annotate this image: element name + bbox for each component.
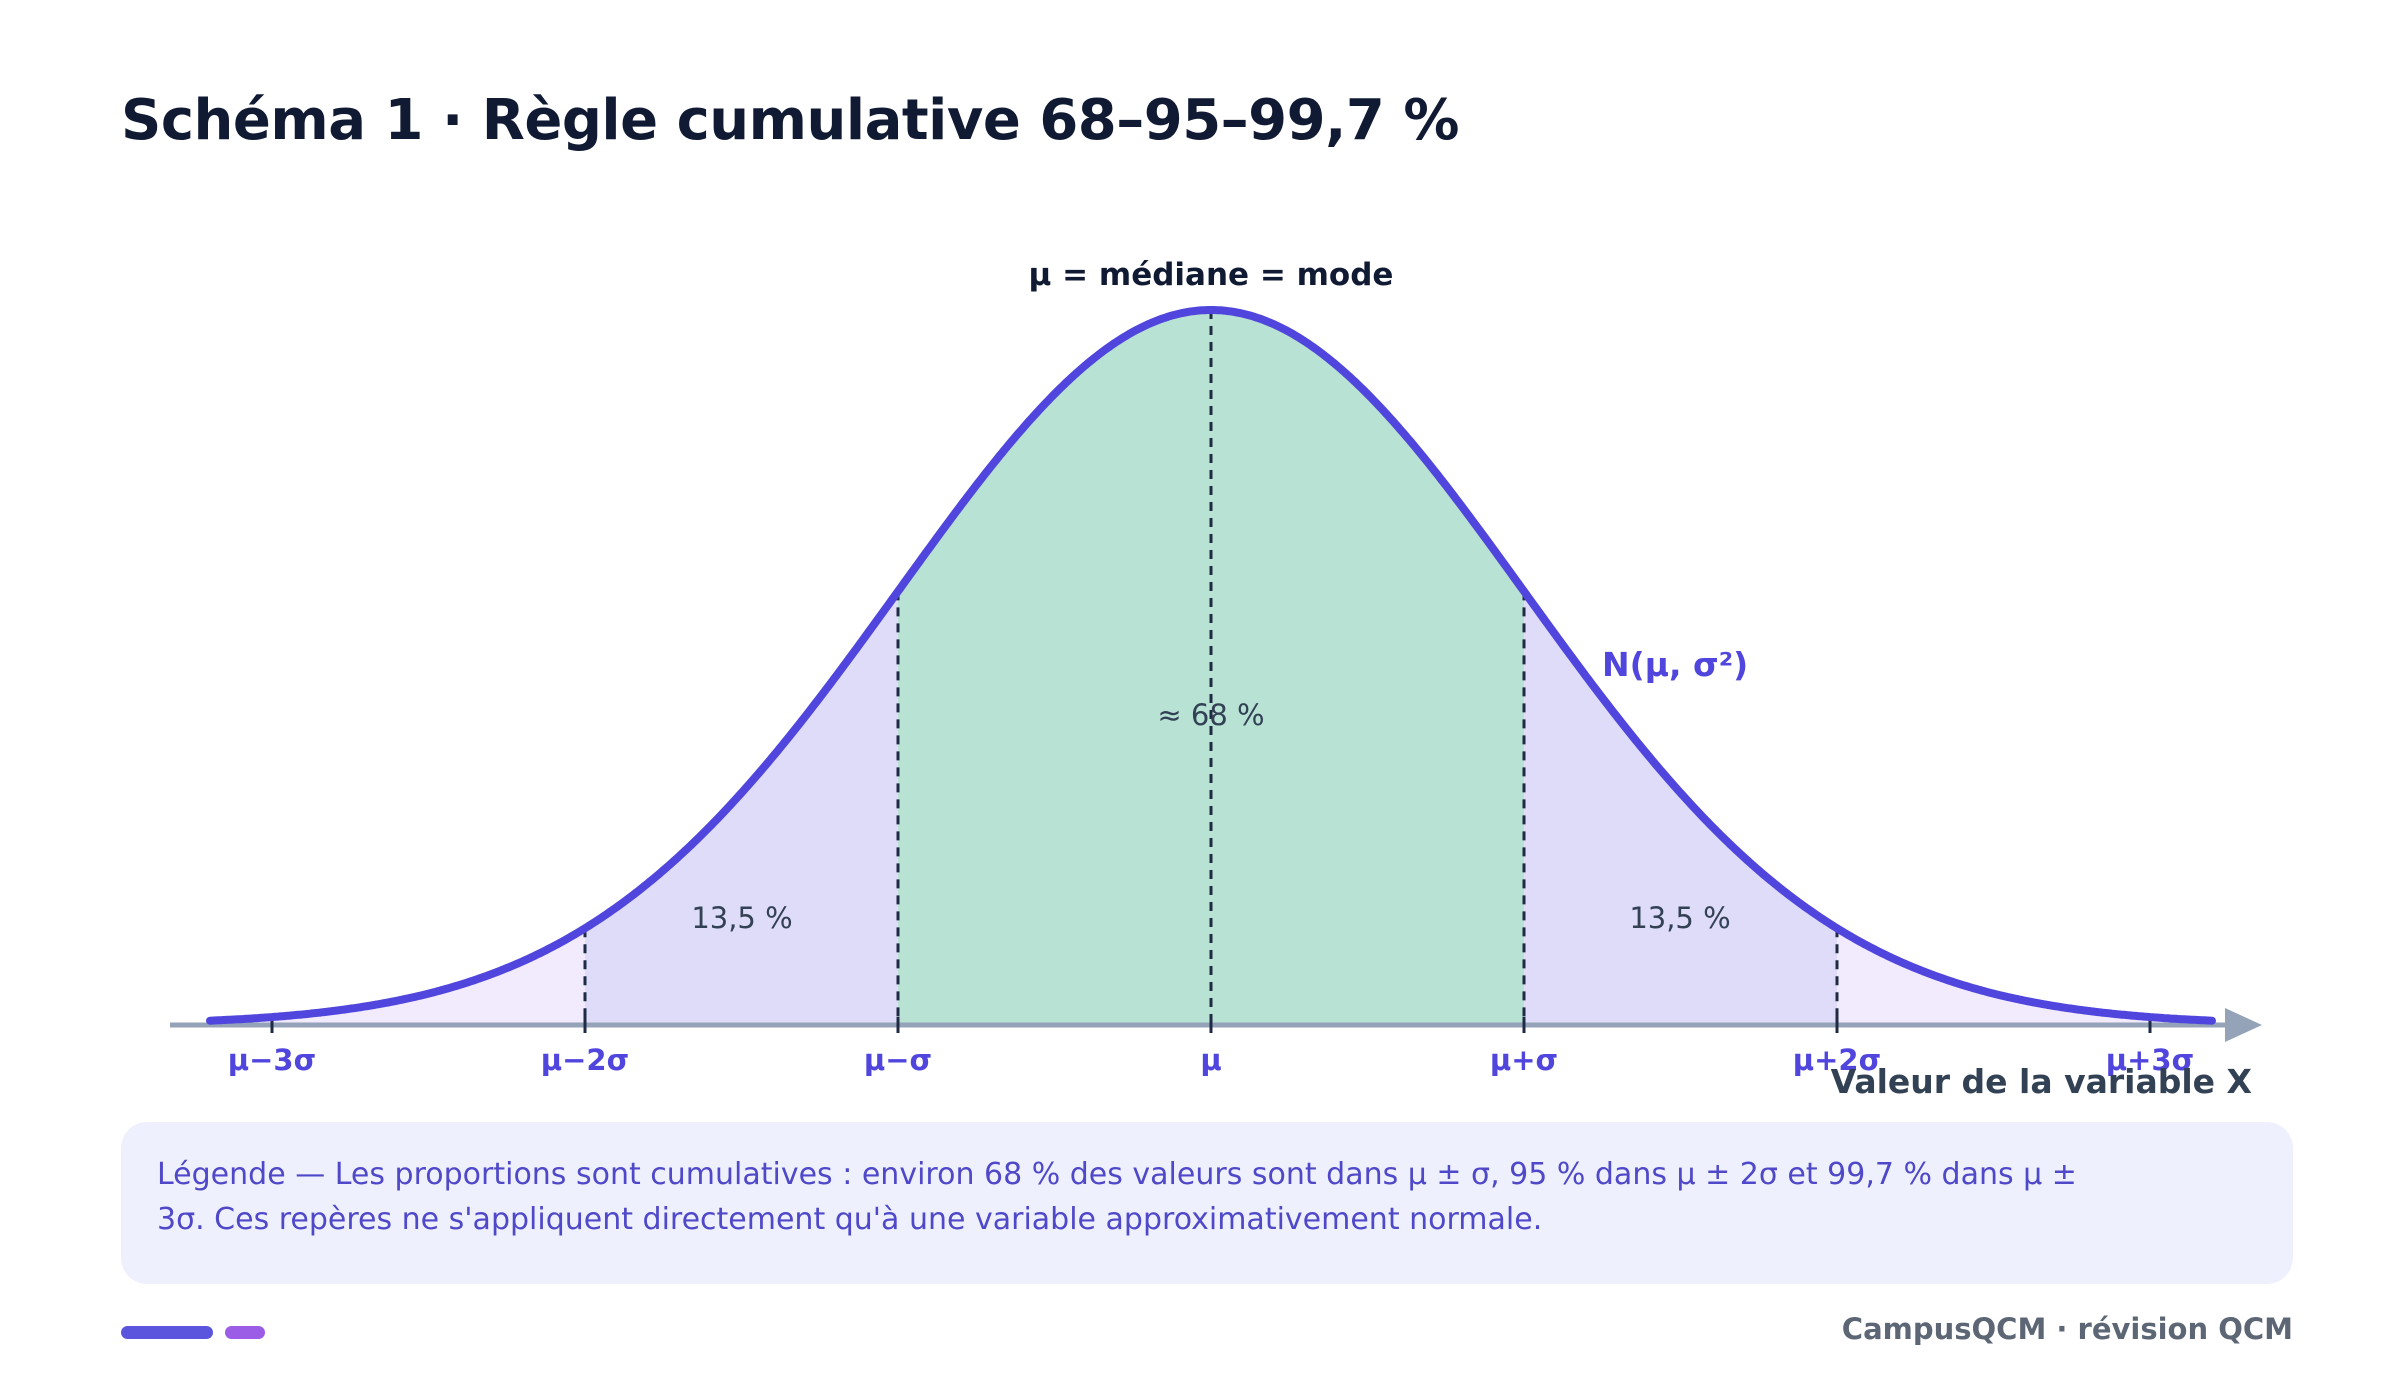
x-axis-tick-label: μ+σ (1490, 1043, 1558, 1077)
normal-curve (206, 306, 2216, 1025)
mean-median-mode-label: μ = médiane = mode (1029, 257, 1394, 293)
x-axis-tick-label: μ−3σ (228, 1043, 316, 1077)
right-region-label: 13,5 % (1629, 901, 1730, 935)
x-axis-label: Valeur de la variable X (1831, 1062, 2252, 1101)
footer-brand: CampusQCM · révision QCM (1841, 1312, 2293, 1346)
curve-label: N(μ, σ²) (1602, 645, 1748, 684)
x-axis-tick-label: μ (1200, 1043, 1221, 1077)
x-axis-tick-label: μ−2σ (541, 1043, 629, 1077)
left-region-label: 13,5 % (691, 901, 792, 935)
progress-pill-secondary (225, 1326, 265, 1339)
x-axis-tick-label: μ+3σ (2106, 1043, 2194, 1077)
center-region-label: ≈ 68 % (1157, 698, 1264, 732)
legend-text: Légende — Les proportions sont cumulativ… (157, 1157, 2077, 1237)
x-axis-tick-labels: μ−3σ μ−2σ μ−σ μ μ+σ μ+2σ μ+3σ (228, 1043, 2194, 1077)
x-axis-tick-label: μ−σ (864, 1043, 932, 1077)
page-title: Schéma 1 · Règle cumulative 68–95–99,7 % (121, 88, 1459, 153)
progress-pill-primary (121, 1326, 213, 1339)
legend-box: Légende — Les proportions sont cumulativ… (121, 1122, 2293, 1284)
x-axis-arrow (2225, 1008, 2262, 1042)
sigma-guide-lines (583, 310, 1839, 1025)
x-axis-tick-label: μ+2σ (1793, 1043, 1881, 1077)
